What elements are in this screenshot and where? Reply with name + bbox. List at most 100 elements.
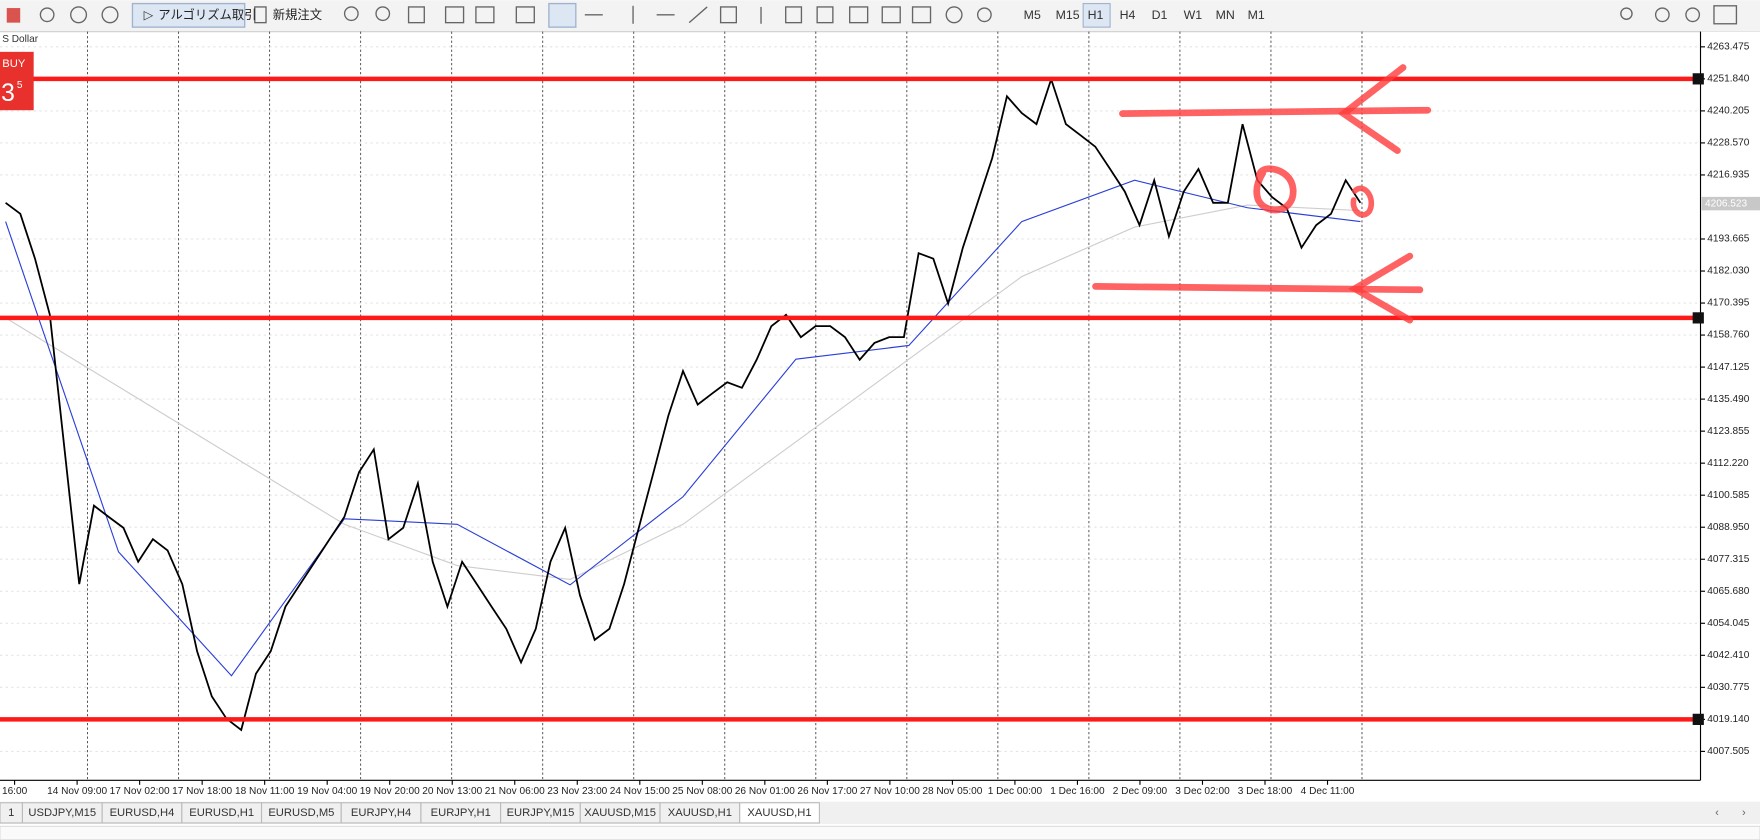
y-tick-label: 4019.140 — [1707, 714, 1749, 725]
y-tick-label: 4054.045 — [1707, 618, 1749, 629]
icon[interactable] — [343, 6, 359, 22]
x-tick-label: 18 Nov 11:00 — [235, 786, 295, 797]
icon[interactable] — [849, 6, 869, 24]
search-icon[interactable] — [1620, 7, 1633, 20]
tab-label[interactable]: EURJPY,H1 — [431, 807, 491, 819]
icon[interactable] — [6, 8, 21, 23]
x-tick-label: 23 Nov 23:00 — [547, 786, 607, 797]
x-tick-label: 17 Nov 18:00 — [172, 786, 232, 797]
icon[interactable] — [515, 6, 535, 24]
icon[interactable] — [911, 6, 932, 24]
y-tick-label: 4263.475 — [1707, 42, 1749, 53]
icon[interactable] — [785, 6, 803, 24]
y-tick-label: 4030.775 — [1707, 682, 1749, 693]
y-tick-label: 4228.570 — [1707, 138, 1749, 149]
timeframe[interactable]: D1 — [1152, 8, 1168, 22]
tab-label[interactable]: 1 — [8, 807, 14, 819]
tab-active[interactable] — [739, 802, 820, 824]
icon[interactable] — [39, 7, 55, 23]
y-tick-label: 4216.935 — [1707, 170, 1749, 181]
bell-icon[interactable] — [1685, 7, 1701, 23]
icon[interactable] — [719, 6, 737, 24]
icon[interactable] — [816, 6, 834, 24]
x-tick-label: 2 Dec 09:00 — [1113, 786, 1168, 797]
buy-panel[interactable] — [0, 51, 34, 111]
timeframe-active[interactable] — [1082, 3, 1111, 28]
y-tick-label: 4007.505 — [1707, 746, 1749, 757]
toolbar-icons — [6, 2, 1738, 28]
chat-icon[interactable] — [1713, 5, 1738, 25]
timeframe[interactable]: W1 — [1184, 8, 1203, 22]
buy-price-small[interactable]: 5 — [17, 80, 23, 91]
icon[interactable] — [375, 6, 391, 22]
tabs: 1 USDJPY,M15 EURUSD,H4 EURUSD,H1 EURUSD,M5 EU… — [0, 802, 820, 824]
moving-average — [5, 204, 1361, 580]
icon[interactable] — [70, 6, 88, 24]
y-tick-label: 4088.950 — [1707, 522, 1749, 533]
tab-label[interactable]: EURUSD,M5 — [268, 807, 334, 819]
timeframe[interactable]: MN — [1216, 8, 1235, 22]
algo-button-bg[interactable] — [131, 2, 246, 28]
x-tick-label: 21 Nov 06:00 — [485, 786, 545, 797]
account-icon[interactable] — [1654, 7, 1670, 23]
tab-label[interactable]: EURUSD,H4 — [110, 807, 175, 819]
icon[interactable] — [101, 6, 119, 24]
icon[interactable] — [444, 6, 465, 24]
tab-label[interactable]: USDJPY,M15 — [28, 807, 96, 819]
symbol-note: S Dollar — [2, 34, 39, 45]
timeframe[interactable]: M1 — [1248, 8, 1265, 22]
x-tick-label: 1 Dec 00:00 — [988, 786, 1043, 797]
y-tick-label: 4135.490 — [1707, 394, 1749, 405]
toolbar — [0, 0, 1760, 32]
buy-label[interactable]: BUY — [2, 58, 26, 70]
timeframe[interactable]: H4 — [1120, 8, 1136, 22]
tab-label[interactable]: XAUUSD,H1 — [668, 807, 732, 819]
price-axis — [1700, 31, 1760, 781]
x-tick-label: 26 Nov 17:00 — [797, 786, 857, 797]
icon[interactable] — [881, 6, 901, 24]
y-tick-label: 4042.410 — [1707, 650, 1749, 661]
icon[interactable] — [475, 6, 495, 24]
tab-scroll[interactable]: ‹ — [1715, 807, 1719, 819]
tab-label[interactable]: XAUUSD,H1 — [747, 807, 811, 819]
timeframe[interactable]: M15 — [1056, 8, 1080, 22]
level-marker — [1692, 713, 1704, 725]
moving-average — [5, 179, 1361, 677]
buy-price-big[interactable]: 3 — [1, 80, 15, 107]
new-order-button[interactable]: 新規注文 — [273, 7, 322, 22]
icon[interactable] — [688, 6, 708, 24]
tab-label[interactable]: XAUUSD,M15 — [584, 807, 656, 819]
timeframe[interactable]: H1 — [1088, 8, 1104, 22]
timeframes: M5 M15 H1 H4 D1 W1 MN M1 — [1024, 3, 1265, 28]
annotations — [1092, 64, 1432, 324]
x-tick-label: 25 Nov 08:00 — [672, 786, 732, 797]
algo-button[interactable]: アルゴリズム取引 — [158, 7, 256, 22]
x-tick-label: 16:00 — [2, 786, 28, 797]
timeframe[interactable]: M5 — [1024, 8, 1041, 22]
x-tick-label: 3 Dec 02:00 — [1175, 786, 1230, 797]
current-price-box — [1701, 196, 1760, 211]
price-line — [5, 76, 1362, 732]
x-tick-label: 1 Dec 16:00 — [1050, 786, 1105, 797]
y-tick-label: 4251.840 — [1707, 74, 1749, 85]
icon[interactable] — [945, 6, 963, 24]
x-tick-label: 14 Nov 09:00 — [47, 786, 107, 797]
x-tick-label: 28 Nov 05:00 — [922, 786, 982, 797]
annotation-circle — [1253, 165, 1297, 214]
icon[interactable] — [254, 6, 267, 24]
x-tick-label: 4 Dec 11:00 — [1301, 786, 1355, 797]
icon[interactable] — [548, 2, 577, 28]
tab-scroll[interactable]: › — [1742, 807, 1746, 819]
tab-label[interactable]: EURJPY,M15 — [507, 807, 575, 819]
tab-label[interactable]: EURJPY,H4 — [351, 807, 411, 819]
x-tick-label: 17 Nov 02:00 — [110, 786, 170, 797]
icon[interactable] — [976, 7, 992, 23]
level-marker — [1692, 312, 1704, 324]
tab-label[interactable]: EURUSD,H1 — [189, 807, 254, 819]
x-tick-label: 3 Dec 18:00 — [1238, 786, 1293, 797]
icon[interactable] — [407, 6, 425, 24]
play-icon: ▷ — [144, 8, 154, 22]
y-tick-label: 4077.315 — [1707, 554, 1749, 565]
